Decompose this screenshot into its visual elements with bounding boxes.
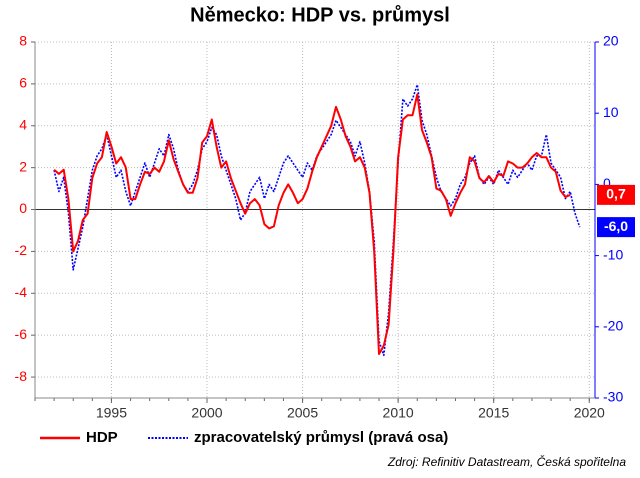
- y-tick-label: 6: [19, 75, 27, 91]
- y-tick-label: 0: [19, 200, 27, 216]
- y2-tick-label: -20: [603, 318, 623, 334]
- annotation-box: [597, 184, 635, 205]
- x-tick-label: 2010: [383, 405, 414, 421]
- series-line: [53, 93, 571, 355]
- y2-tick-label: -30: [603, 389, 623, 405]
- y-tick-label: 8: [19, 33, 27, 49]
- y-tick-label: -6: [15, 326, 28, 342]
- y-tick-label: -8: [15, 368, 28, 384]
- annotation-box: [597, 217, 635, 238]
- legend-label: HDP: [86, 429, 118, 446]
- y2-tick-label: -10: [603, 246, 623, 262]
- y2-tick-label: 10: [603, 104, 619, 120]
- x-tick-label: 2000: [191, 405, 222, 421]
- annotation-label: -6,0: [604, 218, 628, 234]
- x-tick-label: 1995: [96, 405, 127, 421]
- x-tick-label: 2020: [574, 405, 605, 421]
- y2-tick-label: 20: [603, 33, 619, 49]
- source: Zdroj: Refinitiv Datastream, Česká spoři…: [387, 454, 626, 469]
- x-tick-label: 2015: [478, 405, 509, 421]
- y-tick-label: 2: [19, 158, 27, 174]
- annotation-label: 0,7: [606, 186, 626, 202]
- y-tick-label: 4: [19, 116, 27, 132]
- x-tick-label: 2005: [287, 405, 318, 421]
- legend-label: zpracovatelský průmysl (pravá osa): [194, 429, 448, 446]
- y2-tick-label: 0: [603, 175, 611, 191]
- chart-title: Německo: HDP vs. průmysl: [190, 4, 450, 26]
- y-tick-label: -4: [15, 284, 28, 300]
- y-tick-label: -2: [15, 242, 28, 258]
